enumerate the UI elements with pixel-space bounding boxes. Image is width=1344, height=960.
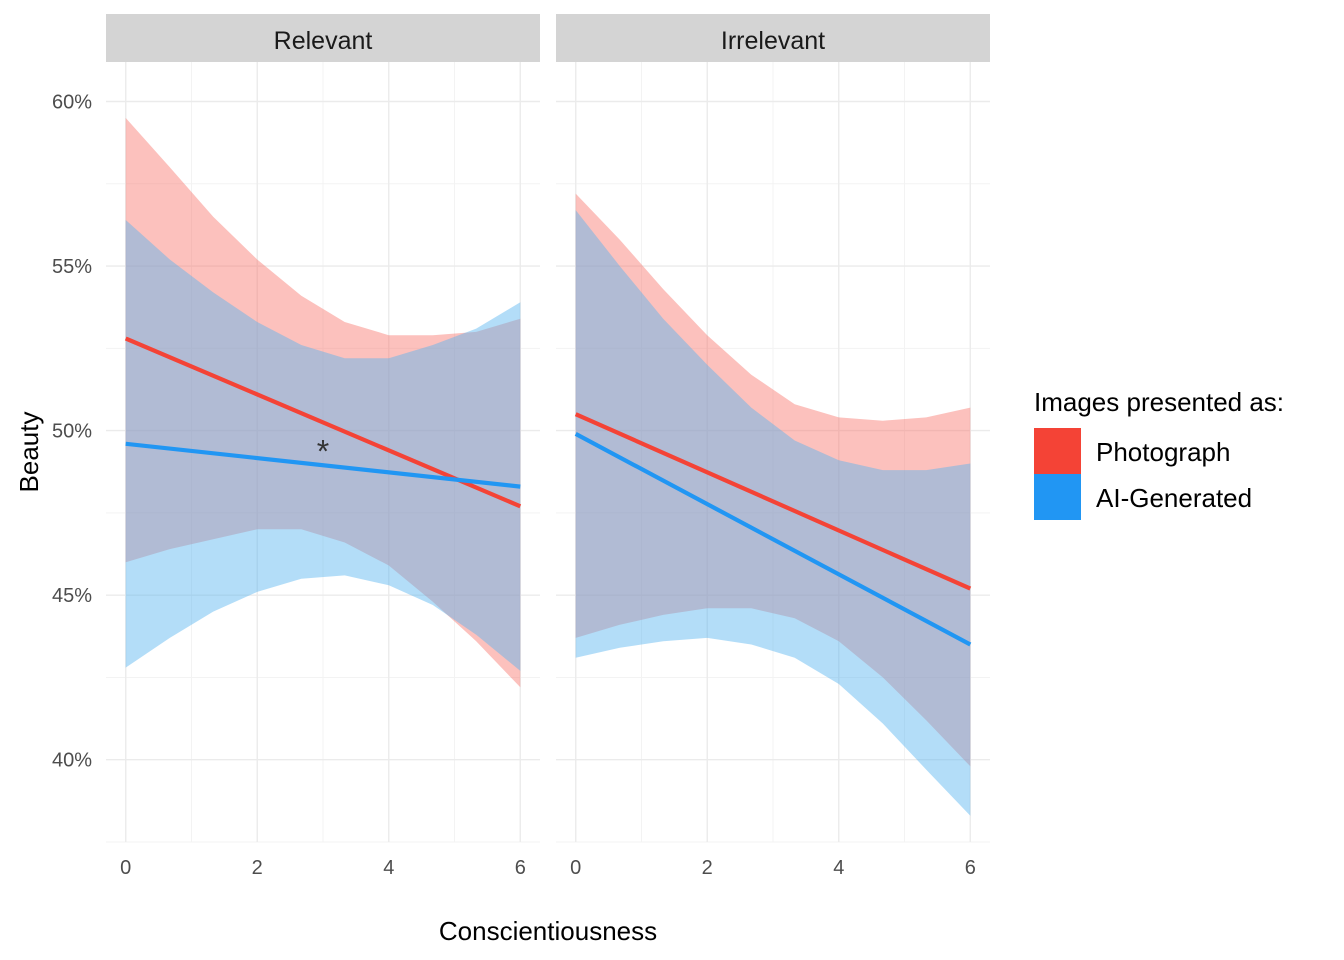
significance-annotation: * [317,433,329,469]
x-tick-label: 4 [383,857,394,879]
legend-title: Images presented as: [1034,387,1284,417]
legend-key-ai-generated [1034,474,1081,520]
y-tick-label: 45% [52,585,92,607]
y-tick-label: 50% [52,421,92,443]
confidence-band-ai-generated [575,210,971,816]
x-tick-label: 2 [702,857,713,879]
confidence-band-ai-generated [125,220,521,671]
legend-label: Photograph [1096,437,1230,467]
y-tick-label: 55% [52,256,92,278]
x-tick-label: 0 [120,857,131,879]
facet-panel-relevant: Relevant * 0 2 4 6 [106,14,540,879]
confidence-band-photograph [575,193,971,767]
x-tick-label: 0 [570,857,581,879]
x-tick-label: 4 [833,857,844,879]
regression-line-photograph [574,412,972,591]
y-tick-label: 60% [52,91,92,113]
legend: Images presented as: Photograph AI-Generat… [1034,387,1284,520]
x-tick-label: 6 [515,857,526,879]
legend-key-photograph [1034,428,1081,474]
facet-strip-label: Relevant [274,27,373,55]
facet-strip-label: Irrelevant [721,27,825,55]
facet-strip [106,14,540,62]
regression-line-ai-generated [125,441,521,489]
facet-panel-irrelevant: Irrelevant 0 2 4 6 [556,14,990,879]
y-tick-label: 40% [52,750,92,772]
facet-strip [556,14,990,62]
y-axis-title: Beauty [14,412,44,493]
x-tick-label: 6 [965,857,976,879]
x-tick-label: 2 [252,857,263,879]
legend-label: AI-Generated [1096,483,1252,513]
x-axis-title: Conscientiousness [439,916,657,946]
regression-line-ai-generated [574,432,972,647]
confidence-band-photograph [125,117,521,688]
